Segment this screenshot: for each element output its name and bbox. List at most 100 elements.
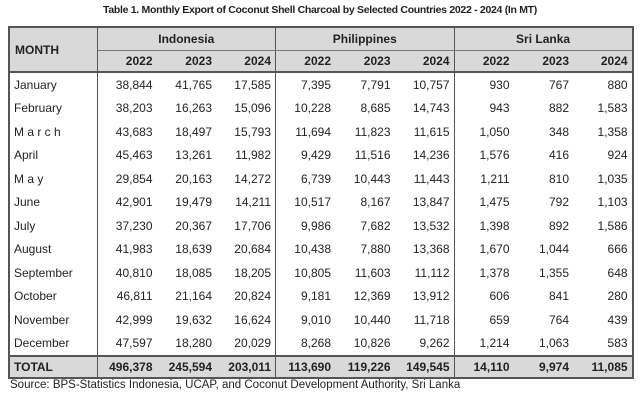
value-cell: 13,532 bbox=[394, 214, 455, 238]
country-header-philippines: Philippines bbox=[275, 27, 455, 51]
month-cell: October bbox=[9, 284, 98, 308]
month-cell: December bbox=[9, 331, 98, 356]
value-cell: 18,280 bbox=[175, 336, 212, 351]
value-cell: 7,791 bbox=[360, 77, 391, 92]
value-cell: 43,683 bbox=[115, 124, 153, 139]
value-cell: 1,378 bbox=[479, 265, 510, 280]
value-cell: 606 bbox=[489, 289, 510, 304]
value-cell: 20,163 bbox=[175, 171, 212, 186]
value-cell: 37,230 bbox=[115, 218, 153, 233]
value-cell: 583 bbox=[607, 336, 628, 351]
value-cell: 11,694 bbox=[295, 124, 331, 139]
table-row: February 38,203 16,263 15,096 10,228 8,685 14,… bbox=[9, 96, 633, 120]
value-cell: 15,793 bbox=[216, 120, 276, 144]
value-cell: 1,586 bbox=[597, 218, 628, 233]
total-value-cell: 11,085 bbox=[573, 355, 633, 378]
value-cell: 10,443 bbox=[353, 171, 391, 186]
value-cell: 943 bbox=[489, 101, 510, 116]
value-cell: 13,912 bbox=[394, 284, 455, 308]
value-cell: 10,438 bbox=[294, 242, 331, 257]
value-cell: 15,096 bbox=[216, 96, 276, 120]
value-cell: 20,029 bbox=[216, 331, 276, 356]
value-cell: 18,497 bbox=[175, 124, 212, 139]
value-cell: 11,982 bbox=[216, 143, 276, 167]
table-row: M a y 29,854 20,163 14,272 6,739 10,443 11,443… bbox=[9, 167, 633, 191]
value-cell: 439 bbox=[607, 312, 628, 327]
value-cell: 1,358 bbox=[597, 124, 628, 139]
value-cell: 880 bbox=[607, 77, 628, 92]
value-cell: 47,597 bbox=[115, 336, 153, 351]
value-cell: 416 bbox=[549, 148, 570, 163]
value-cell: 45,463 bbox=[115, 148, 153, 163]
value-cell: 29,854 bbox=[115, 171, 153, 186]
value-cell: 1,475 bbox=[479, 195, 510, 210]
value-cell: 1,398 bbox=[479, 218, 510, 233]
value-cell: 924 bbox=[607, 148, 628, 163]
value-cell: 1,044 bbox=[539, 242, 570, 257]
country-header-indonesia: Indonesia bbox=[97, 27, 276, 51]
value-cell: 21,164 bbox=[175, 289, 212, 304]
table-row: December 47,597 18,280 20,029 8,268 10,826 9,2… bbox=[9, 331, 633, 356]
value-cell: 1,355 bbox=[539, 265, 570, 280]
total-value-cell: 245,594 bbox=[156, 355, 216, 378]
value-cell: 892 bbox=[549, 218, 570, 233]
value-cell: 11,615 bbox=[394, 120, 455, 144]
value-cell: 659 bbox=[489, 312, 510, 327]
value-cell: 9,181 bbox=[300, 289, 331, 304]
value-cell: 1,214 bbox=[479, 336, 510, 351]
value-cell: 1,211 bbox=[480, 171, 510, 186]
month-cell: July bbox=[9, 214, 98, 238]
month-cell: June bbox=[9, 190, 98, 214]
table-row: April 45,463 13,261 11,982 9,429 11,516 14,236… bbox=[9, 143, 633, 167]
month-header: MONTH bbox=[9, 27, 98, 73]
month-cell: M a y bbox=[9, 167, 98, 191]
value-cell: 40,810 bbox=[115, 265, 153, 280]
total-value-cell: 203,011 bbox=[216, 355, 276, 378]
year-header: 2022 bbox=[275, 50, 335, 73]
table-row: M a r c h 43,683 18,497 15,793 11,694 11,823 1… bbox=[9, 120, 633, 144]
value-cell: 1,063 bbox=[539, 336, 570, 351]
value-cell: 666 bbox=[607, 242, 628, 257]
value-cell: 7,880 bbox=[360, 242, 391, 257]
value-cell: 7,395 bbox=[300, 77, 331, 92]
value-cell: 13,368 bbox=[394, 237, 455, 261]
table-row: October 46,811 21,164 20,824 9,181 12,369 13,9… bbox=[9, 284, 633, 308]
month-cell: M a r c h bbox=[9, 120, 98, 144]
total-label: TOTAL bbox=[9, 355, 98, 378]
value-cell: 14,743 bbox=[394, 96, 455, 120]
value-cell: 42,901 bbox=[115, 195, 153, 210]
value-cell: 764 bbox=[549, 312, 570, 327]
value-cell: 17,585 bbox=[216, 72, 276, 97]
total-row: TOTAL 496,378 245,594 203,011 113,690 119,226… bbox=[9, 355, 633, 378]
year-header: 2023 bbox=[513, 50, 574, 73]
export-table: MONTH Indonesia Philippines Sri Lanka 20… bbox=[8, 26, 634, 379]
month-cell: February bbox=[9, 96, 98, 120]
value-cell: 42,999 bbox=[115, 312, 153, 327]
total-value-cell: 496,378 bbox=[97, 355, 157, 378]
value-cell: 1,035 bbox=[597, 171, 628, 186]
value-cell: 38,844 bbox=[115, 77, 153, 92]
table-row: September 40,810 18,085 18,205 10,805 11,603 1… bbox=[9, 261, 633, 285]
value-cell: 792 bbox=[549, 195, 570, 210]
value-cell: 11,443 bbox=[394, 167, 455, 191]
value-cell: 16,263 bbox=[175, 101, 212, 116]
value-cell: 11,112 bbox=[394, 261, 455, 285]
country-header-sri-lanka: Sri Lanka bbox=[454, 27, 633, 51]
value-cell: 648 bbox=[607, 265, 628, 280]
table-row: November 42,999 19,632 16,624 9,010 10,440 11,… bbox=[9, 308, 633, 332]
value-cell: 7,682 bbox=[360, 218, 391, 233]
value-cell: 9,429 bbox=[300, 148, 331, 163]
value-cell: 9,262 bbox=[394, 331, 455, 356]
value-cell: 8,685 bbox=[360, 101, 391, 116]
value-cell: 19,632 bbox=[175, 312, 212, 327]
year-header: 2022 bbox=[97, 50, 157, 73]
value-cell: 20,367 bbox=[175, 218, 212, 233]
value-cell: 16,624 bbox=[216, 308, 276, 332]
table-row: August 41,983 18,639 20,684 10,438 7,880 13,36… bbox=[9, 237, 633, 261]
total-value-cell: 113,690 bbox=[275, 355, 335, 378]
value-cell: 1,050 bbox=[479, 124, 510, 139]
value-cell: 13,261 bbox=[175, 148, 212, 163]
value-cell: 10,826 bbox=[353, 336, 391, 351]
year-header: 2024 bbox=[573, 50, 633, 73]
value-cell: 10,757 bbox=[394, 72, 455, 97]
